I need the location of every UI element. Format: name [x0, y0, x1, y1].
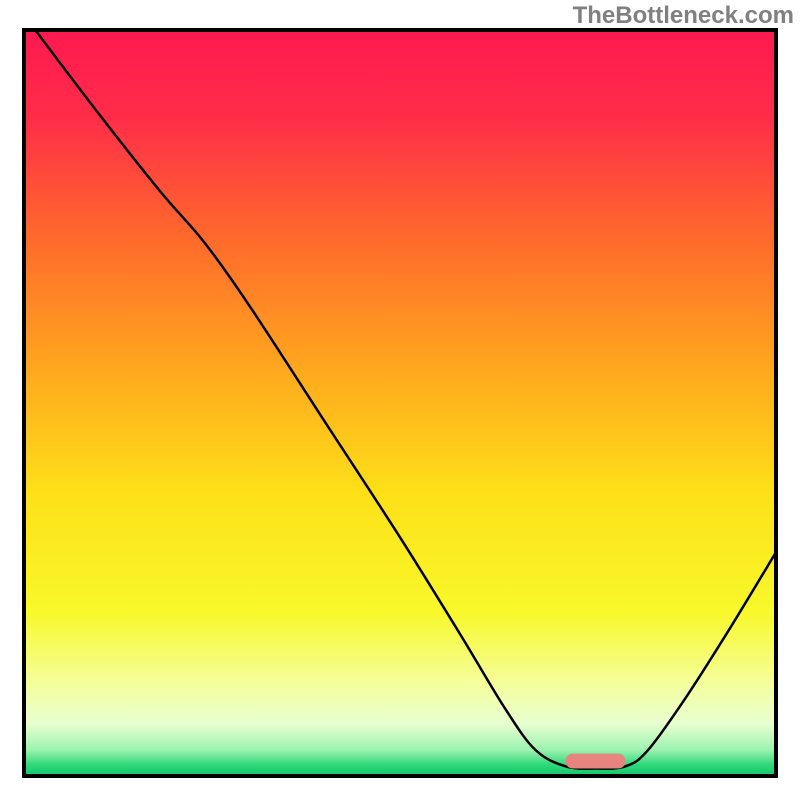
- chart-svg: [0, 0, 800, 800]
- plot-background: [24, 30, 776, 776]
- attribution-text: TheBottleneck.com: [573, 2, 794, 30]
- optimal-point-marker: [565, 754, 625, 769]
- chart-container: TheBottleneck.com: [0, 0, 800, 800]
